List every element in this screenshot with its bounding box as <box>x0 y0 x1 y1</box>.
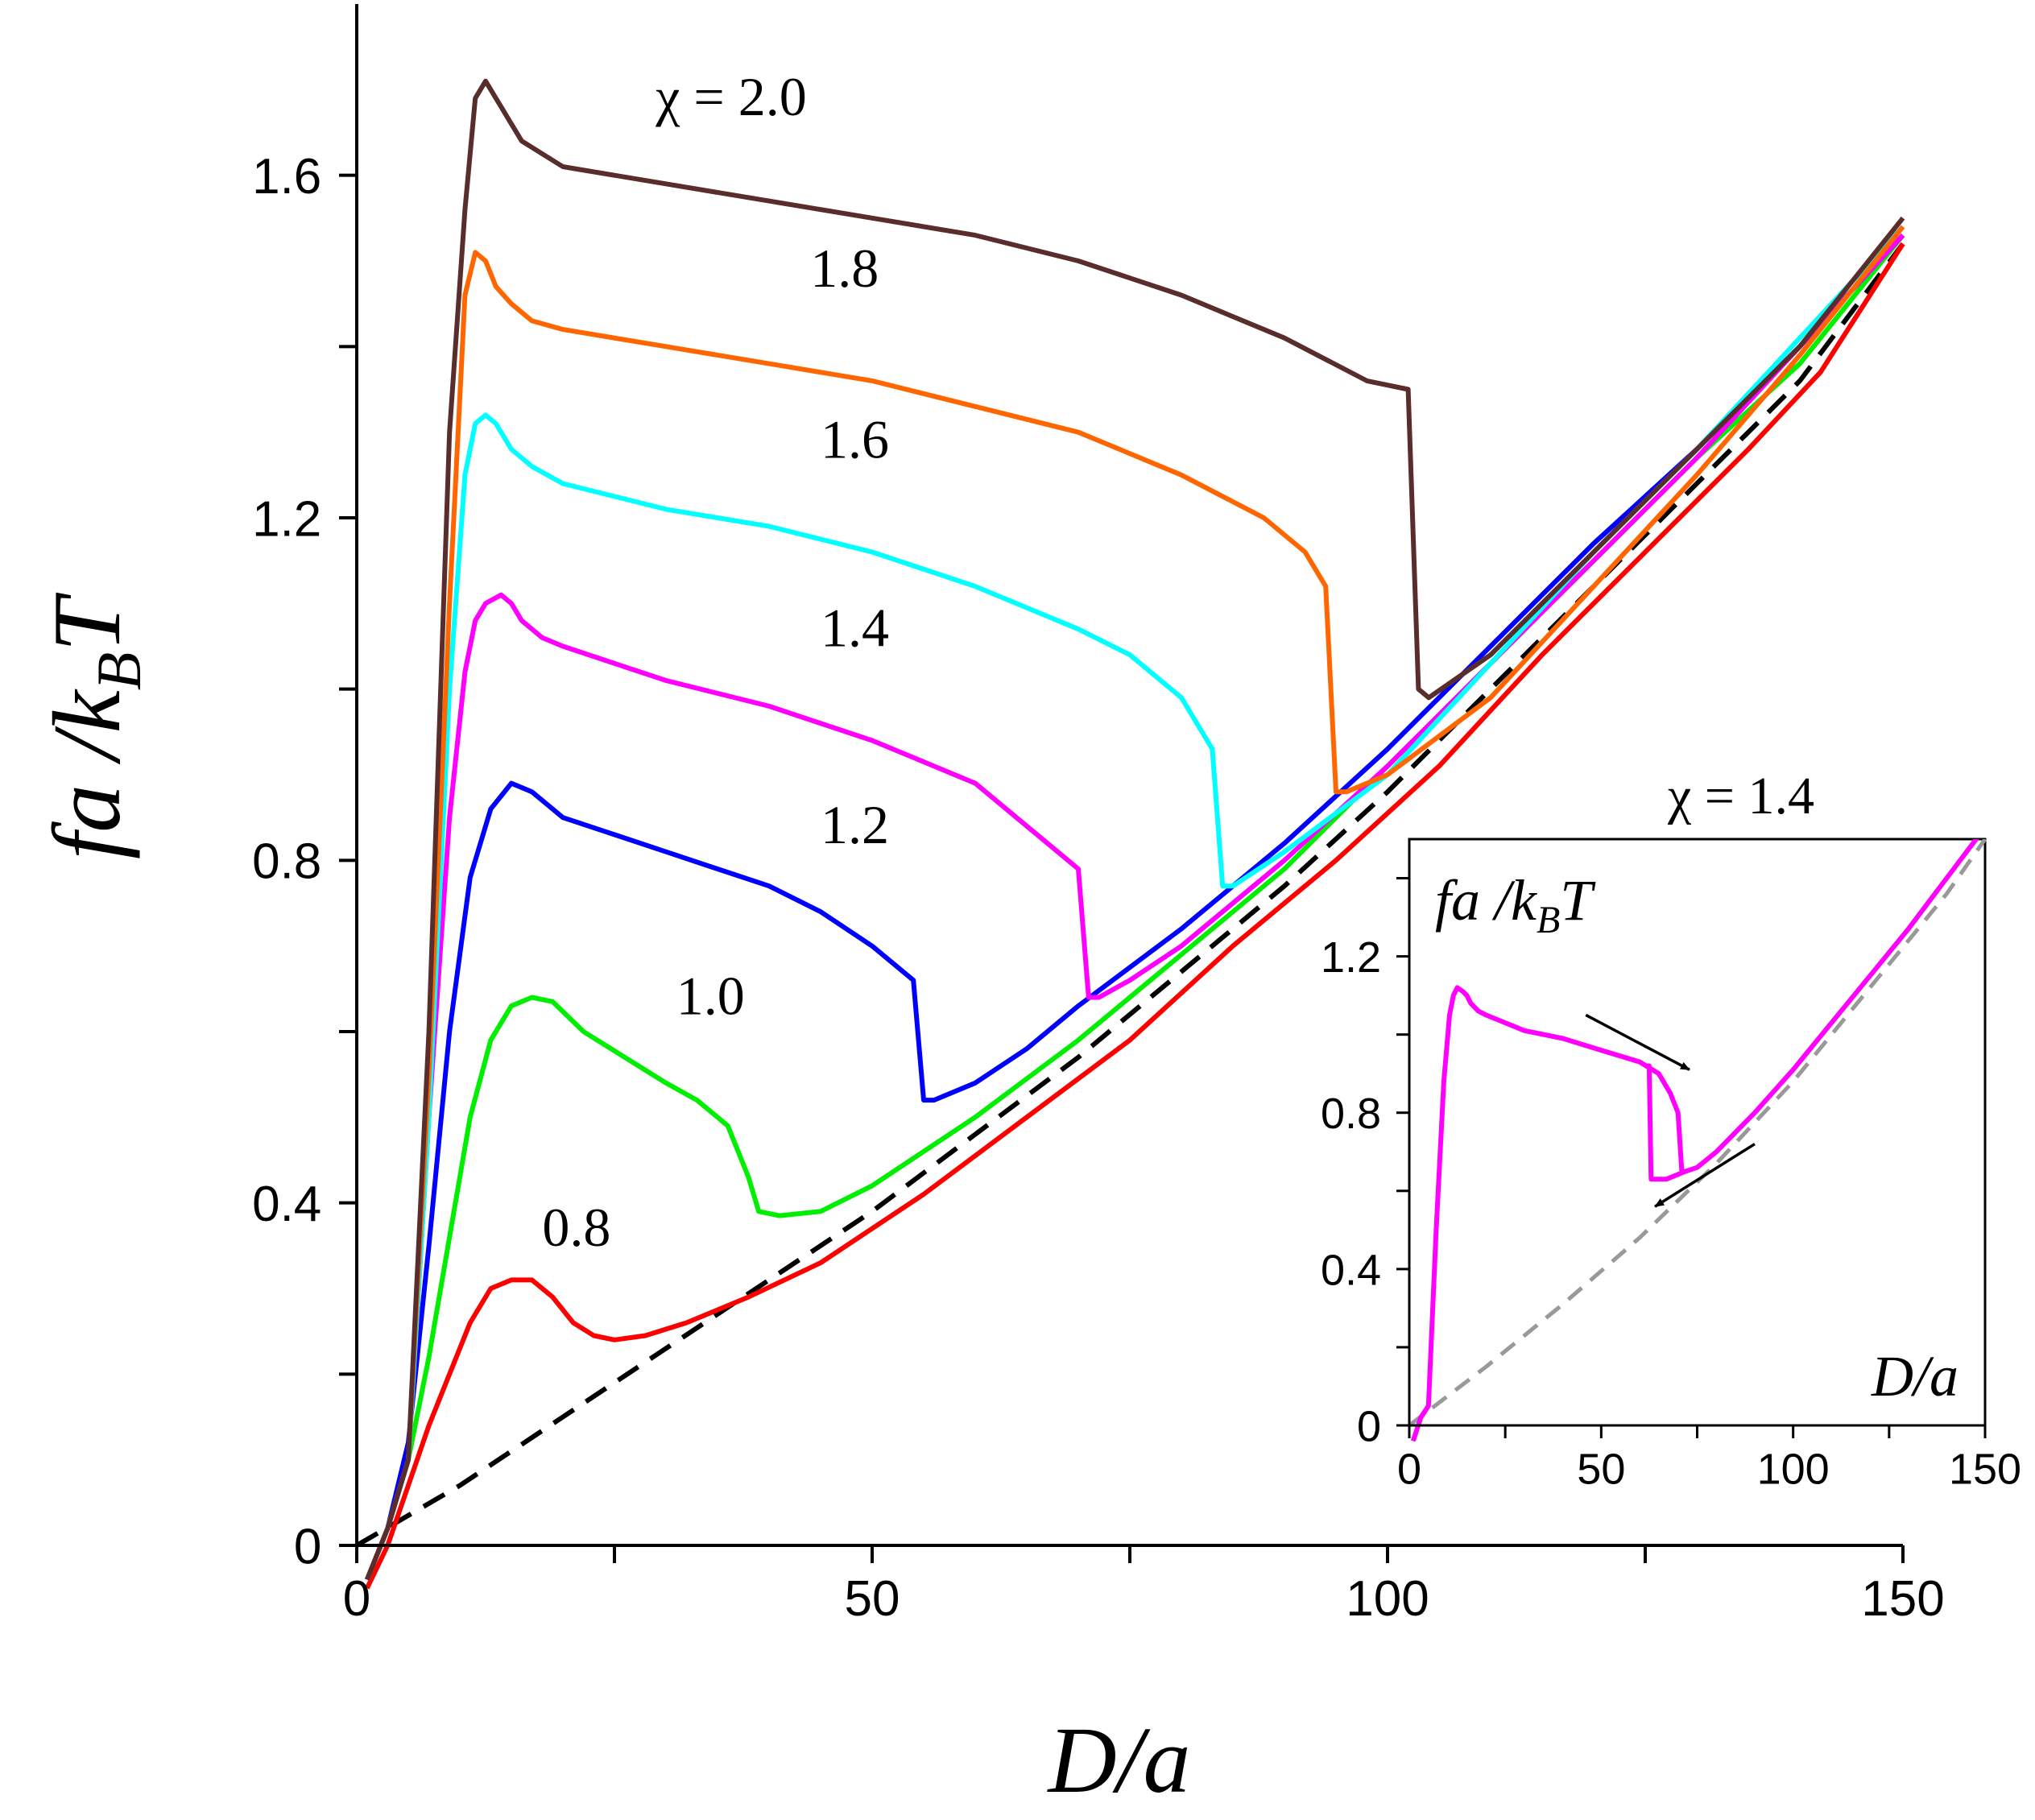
inset-ytick-label-0.8: 0.8 <box>1321 1090 1381 1138</box>
inset-frame <box>1408 838 1987 1427</box>
inset-ytick-label-0.4: 0.4 <box>1321 1246 1381 1294</box>
inset-plot: 0 50 100 150 0 0.4 0.8 1.2 χ = 1.4 fa /kBT D/a <box>1321 767 2021 1494</box>
main-series-1.6 <box>365 225 1905 1581</box>
curve-label-3: 1.4 <box>821 598 889 659</box>
inset-data <box>1409 839 1987 1442</box>
main-ytick-label-1.6: 1.6 <box>252 149 321 205</box>
inset-xtick-label-150: 150 <box>1949 1446 2021 1494</box>
main-xtick-label-100: 100 <box>1346 1571 1429 1627</box>
main-series-2.0 <box>365 78 1905 1581</box>
inset-series-extension <box>1410 839 1979 1442</box>
inset-reference-line <box>1409 839 1987 1427</box>
main-xtick-label-0: 0 <box>343 1571 370 1627</box>
main-xtick-label-50: 50 <box>845 1571 900 1627</box>
inset-xtick-label-100: 100 <box>1757 1446 1830 1494</box>
curve-label-0: χ = 2.0 <box>655 66 807 127</box>
main-plot: 0 50 100 150 0 0.4 0.8 1.2 1.6 D/a fa /kBT χ = 2.0 1… <box>33 4 1945 1813</box>
main-series-1.2 <box>365 234 1905 1581</box>
main-y-axis-title: fa /kBT <box>33 593 154 860</box>
inset-ytick-label-0: 0 <box>1357 1402 1381 1450</box>
curve-label-1: 1.8 <box>810 238 879 299</box>
inset-series-retraction <box>1646 1063 1687 1182</box>
main-series-1.8 <box>365 225 1905 1581</box>
main-ytick-label-0: 0 <box>294 1519 321 1574</box>
main-series-0.8 <box>365 242 1905 1590</box>
inset-y-axis-title: fa /kBT <box>1435 868 1596 941</box>
curve-label-4: 1.2 <box>821 794 889 855</box>
main-reference-line <box>357 242 1905 1548</box>
inset-arrow-forward <box>1585 1013 1690 1071</box>
main-ytick-label-1.2: 1.2 <box>252 491 321 547</box>
curve-label-5: 1.0 <box>676 966 745 1027</box>
inset-ytick-label-1.2: 1.2 <box>1321 933 1381 982</box>
inset-xtick-label-50: 50 <box>1577 1446 1625 1494</box>
inset-xtick-label-0: 0 <box>1397 1446 1421 1494</box>
curve-label-6: 0.8 <box>542 1197 610 1258</box>
inset-title: χ = 1.4 <box>1667 767 1814 825</box>
main-data <box>357 78 1905 1590</box>
curve-label-2: 1.6 <box>821 409 889 470</box>
main-x-axis-title: D/a <box>1047 1707 1191 1813</box>
main-ytick-label-0.4: 0.4 <box>252 1177 321 1232</box>
inset-x-axis-title: D/a <box>1871 1344 1958 1408</box>
main-ytick-label-0.8: 0.8 <box>252 834 321 890</box>
inset-arrow-backward <box>1654 1143 1756 1208</box>
main-xtick-label-150: 150 <box>1861 1571 1944 1627</box>
